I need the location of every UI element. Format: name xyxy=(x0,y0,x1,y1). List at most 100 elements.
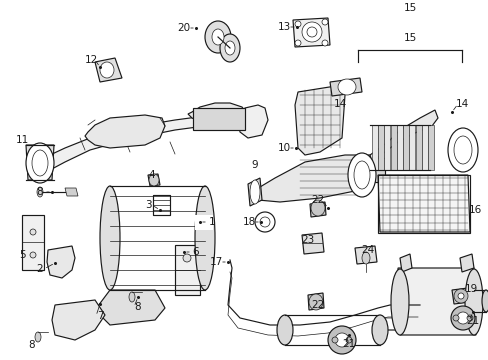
Text: 10: 10 xyxy=(277,143,290,153)
Polygon shape xyxy=(390,125,396,170)
Ellipse shape xyxy=(220,34,240,62)
Polygon shape xyxy=(354,246,376,264)
Text: 21: 21 xyxy=(342,339,355,349)
Circle shape xyxy=(30,252,36,258)
Polygon shape xyxy=(307,293,324,310)
Polygon shape xyxy=(95,290,164,325)
Ellipse shape xyxy=(224,41,235,55)
Text: 12: 12 xyxy=(84,55,98,65)
Ellipse shape xyxy=(337,79,355,95)
Text: 20: 20 xyxy=(177,23,190,33)
Ellipse shape xyxy=(276,315,292,345)
Ellipse shape xyxy=(310,200,325,216)
Text: 11: 11 xyxy=(15,135,29,145)
Polygon shape xyxy=(148,174,160,186)
Ellipse shape xyxy=(195,186,215,290)
Polygon shape xyxy=(396,125,402,170)
Text: 15: 15 xyxy=(403,3,416,13)
Text: 21: 21 xyxy=(466,316,479,326)
Text: 19: 19 xyxy=(464,284,477,294)
Text: 4: 4 xyxy=(148,170,155,180)
Text: 18: 18 xyxy=(242,217,255,227)
Polygon shape xyxy=(399,254,411,272)
Polygon shape xyxy=(187,103,247,128)
Polygon shape xyxy=(95,58,122,82)
Polygon shape xyxy=(252,155,381,202)
Ellipse shape xyxy=(302,22,321,42)
Polygon shape xyxy=(459,254,473,272)
Ellipse shape xyxy=(347,153,375,197)
Polygon shape xyxy=(302,233,324,254)
Ellipse shape xyxy=(249,180,260,204)
Ellipse shape xyxy=(456,312,468,324)
Circle shape xyxy=(321,40,327,46)
Polygon shape xyxy=(371,158,384,182)
Polygon shape xyxy=(377,175,469,232)
Polygon shape xyxy=(329,78,361,96)
Bar xyxy=(153,195,170,215)
Polygon shape xyxy=(369,110,437,162)
Text: 22: 22 xyxy=(311,300,324,310)
Circle shape xyxy=(260,217,269,227)
Ellipse shape xyxy=(334,333,348,347)
Text: 8: 8 xyxy=(134,302,141,312)
Ellipse shape xyxy=(35,332,41,342)
Polygon shape xyxy=(309,202,325,217)
Circle shape xyxy=(294,21,301,27)
Ellipse shape xyxy=(447,128,477,172)
Text: 23: 23 xyxy=(301,235,314,245)
Polygon shape xyxy=(377,125,384,170)
Text: 22: 22 xyxy=(311,195,324,205)
Circle shape xyxy=(452,315,458,321)
Text: 2: 2 xyxy=(37,264,43,274)
Bar xyxy=(195,215,213,230)
Ellipse shape xyxy=(212,29,224,45)
Polygon shape xyxy=(397,268,475,335)
Polygon shape xyxy=(238,105,267,138)
Ellipse shape xyxy=(457,293,463,299)
Bar xyxy=(377,175,469,233)
Ellipse shape xyxy=(129,292,135,302)
Polygon shape xyxy=(65,188,78,196)
Ellipse shape xyxy=(450,306,474,330)
Text: 5: 5 xyxy=(19,250,25,260)
Polygon shape xyxy=(384,125,389,170)
Ellipse shape xyxy=(204,21,230,53)
Circle shape xyxy=(294,40,301,46)
Circle shape xyxy=(254,212,274,232)
Ellipse shape xyxy=(37,187,43,197)
Polygon shape xyxy=(408,125,414,170)
Ellipse shape xyxy=(390,269,408,335)
Ellipse shape xyxy=(353,161,369,189)
Polygon shape xyxy=(22,215,44,270)
Text: 17: 17 xyxy=(209,257,222,267)
Text: 15: 15 xyxy=(403,33,416,43)
Polygon shape xyxy=(415,125,421,170)
Ellipse shape xyxy=(453,289,467,303)
Text: 3: 3 xyxy=(144,200,151,210)
Text: 1: 1 xyxy=(208,217,215,227)
Ellipse shape xyxy=(306,27,316,37)
Ellipse shape xyxy=(464,269,482,335)
Ellipse shape xyxy=(26,143,54,183)
Polygon shape xyxy=(47,246,75,278)
Ellipse shape xyxy=(327,326,355,354)
Text: 7: 7 xyxy=(97,311,103,321)
Ellipse shape xyxy=(100,62,114,78)
Text: 13: 13 xyxy=(277,22,290,32)
Circle shape xyxy=(183,254,191,262)
Ellipse shape xyxy=(371,315,387,345)
Ellipse shape xyxy=(32,150,48,176)
Circle shape xyxy=(331,337,337,343)
Circle shape xyxy=(346,337,351,343)
Polygon shape xyxy=(421,125,427,170)
Bar xyxy=(193,108,244,130)
Text: 14: 14 xyxy=(454,99,468,109)
Polygon shape xyxy=(292,18,329,47)
Polygon shape xyxy=(427,125,433,170)
Text: 8: 8 xyxy=(29,340,35,350)
Polygon shape xyxy=(175,245,200,295)
Polygon shape xyxy=(294,85,345,155)
Text: 16: 16 xyxy=(468,205,481,215)
Polygon shape xyxy=(26,145,54,180)
